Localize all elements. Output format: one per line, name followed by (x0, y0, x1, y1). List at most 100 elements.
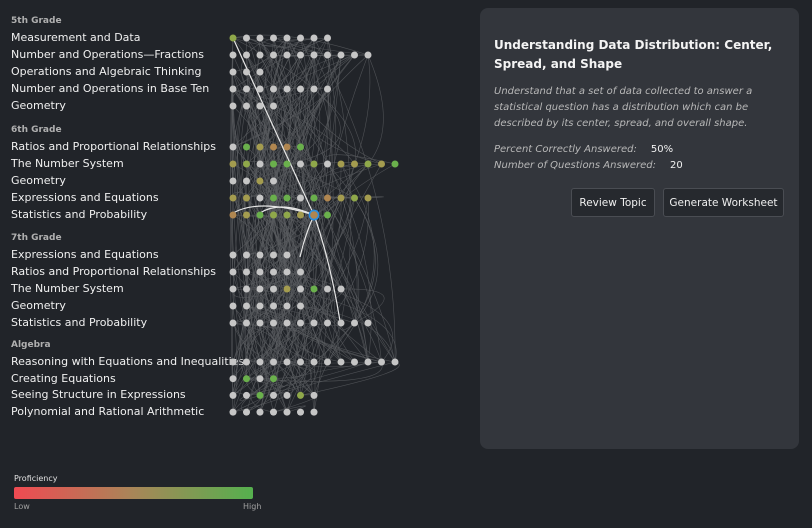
topic-node[interactable] (283, 268, 291, 276)
domain-label[interactable]: The Number System (11, 157, 124, 170)
topic-node[interactable] (256, 211, 264, 219)
domain-label[interactable]: Measurement and Data (11, 31, 141, 44)
topic-node[interactable] (256, 391, 264, 399)
topic-node[interactable] (243, 302, 250, 310)
topic-node[interactable] (378, 358, 385, 366)
topic-node[interactable] (256, 408, 264, 416)
topic-node[interactable] (337, 358, 345, 366)
topic-node[interactable] (243, 251, 250, 259)
topic-node[interactable] (256, 285, 264, 293)
topic-node[interactable] (270, 302, 277, 310)
topic-node[interactable] (229, 285, 237, 293)
topic-node[interactable] (256, 194, 264, 202)
topic-node[interactable] (351, 160, 358, 168)
topic-node[interactable] (283, 285, 291, 293)
topic-node[interactable] (256, 143, 264, 151)
topic-node[interactable] (270, 375, 277, 383)
topic-node[interactable] (256, 268, 264, 276)
topic-node[interactable] (229, 160, 237, 168)
topic-node[interactable] (310, 85, 318, 93)
topic-node[interactable] (310, 358, 318, 366)
topic-node[interactable] (297, 391, 304, 399)
topic-node[interactable] (270, 160, 277, 168)
topic-node[interactable] (256, 319, 264, 327)
topic-node[interactable] (256, 102, 264, 110)
topic-node[interactable] (310, 34, 318, 42)
domain-label[interactable]: Expressions and Equations (11, 191, 159, 204)
topic-node[interactable] (229, 251, 237, 259)
topic-node[interactable] (243, 375, 250, 383)
topic-node[interactable] (243, 268, 250, 276)
topic-node[interactable] (229, 68, 237, 76)
topic-node[interactable] (351, 319, 358, 327)
topic-node[interactable] (229, 375, 237, 383)
topic-node[interactable] (324, 194, 331, 202)
topic-node[interactable] (243, 34, 250, 42)
topic-node[interactable] (283, 319, 291, 327)
topic-node[interactable] (283, 391, 291, 399)
domain-label[interactable]: Ratios and Proportional Relationships (11, 265, 216, 278)
topic-node[interactable] (229, 85, 237, 93)
topic-node[interactable] (243, 51, 250, 59)
topic-node[interactable] (256, 34, 264, 42)
topic-node[interactable] (364, 160, 372, 168)
topic-node[interactable] (283, 211, 291, 219)
topic-node[interactable] (256, 51, 264, 59)
topic-node[interactable] (270, 358, 277, 366)
topic-node[interactable] (270, 34, 277, 42)
topic-node[interactable] (310, 194, 318, 202)
topic-node[interactable] (229, 319, 237, 327)
topic-node[interactable] (283, 51, 291, 59)
topic-node[interactable] (243, 85, 250, 93)
topic-node[interactable] (351, 358, 358, 366)
topic-node[interactable] (283, 408, 291, 416)
topic-node[interactable] (283, 85, 291, 93)
domain-label[interactable]: Creating Equations (11, 371, 116, 385)
topic-node[interactable] (364, 51, 372, 59)
topic-node[interactable] (337, 160, 345, 168)
topic-node[interactable] (310, 160, 318, 168)
topic-node[interactable] (256, 85, 264, 93)
topic-node[interactable] (351, 194, 358, 202)
topic-node[interactable] (229, 268, 237, 276)
topic-node[interactable] (297, 319, 304, 327)
domain-label[interactable]: Seeing Structure in Expressions (11, 388, 186, 402)
topic-node[interactable] (270, 391, 277, 399)
topic-node[interactable] (270, 194, 277, 202)
topic-node[interactable] (229, 194, 237, 202)
topic-node[interactable] (337, 285, 345, 293)
topic-node[interactable] (297, 85, 304, 93)
domain-label[interactable]: Number and Operations—Fractions (11, 48, 204, 61)
topic-node[interactable] (229, 102, 237, 110)
topic-node[interactable] (297, 285, 304, 293)
topic-node[interactable] (297, 51, 304, 59)
topic-node[interactable] (364, 194, 372, 202)
topic-node[interactable] (243, 68, 250, 76)
domain-label[interactable]: Geometry (11, 99, 66, 112)
topic-node[interactable] (243, 211, 250, 219)
topic-node[interactable] (256, 177, 264, 185)
topic-node[interactable] (283, 143, 291, 151)
topic-node[interactable] (243, 285, 250, 293)
topic-node[interactable] (229, 408, 237, 416)
topic-node[interactable] (337, 319, 345, 327)
topic-node[interactable] (324, 51, 331, 59)
topic-node[interactable] (229, 358, 237, 366)
topic-node[interactable] (324, 319, 331, 327)
topic-node[interactable] (256, 358, 264, 366)
topic-node[interactable] (270, 268, 277, 276)
topic-node[interactable] (270, 285, 277, 293)
topic-node[interactable] (351, 51, 358, 59)
topic-node[interactable] (229, 34, 237, 42)
domain-label[interactable]: Ratios and Proportional Relationships (11, 140, 216, 153)
topic-node[interactable] (283, 34, 291, 42)
topic-node[interactable] (324, 211, 331, 219)
topic-node[interactable] (270, 319, 277, 327)
topic-node[interactable] (270, 102, 277, 110)
topic-node[interactable] (324, 34, 331, 42)
topic-node[interactable] (297, 143, 304, 151)
topic-node[interactable] (310, 319, 318, 327)
topic-node[interactable] (243, 160, 250, 168)
domain-label[interactable]: Reasoning with Equations and Inequalitie… (11, 355, 245, 368)
topic-node[interactable] (337, 194, 345, 202)
